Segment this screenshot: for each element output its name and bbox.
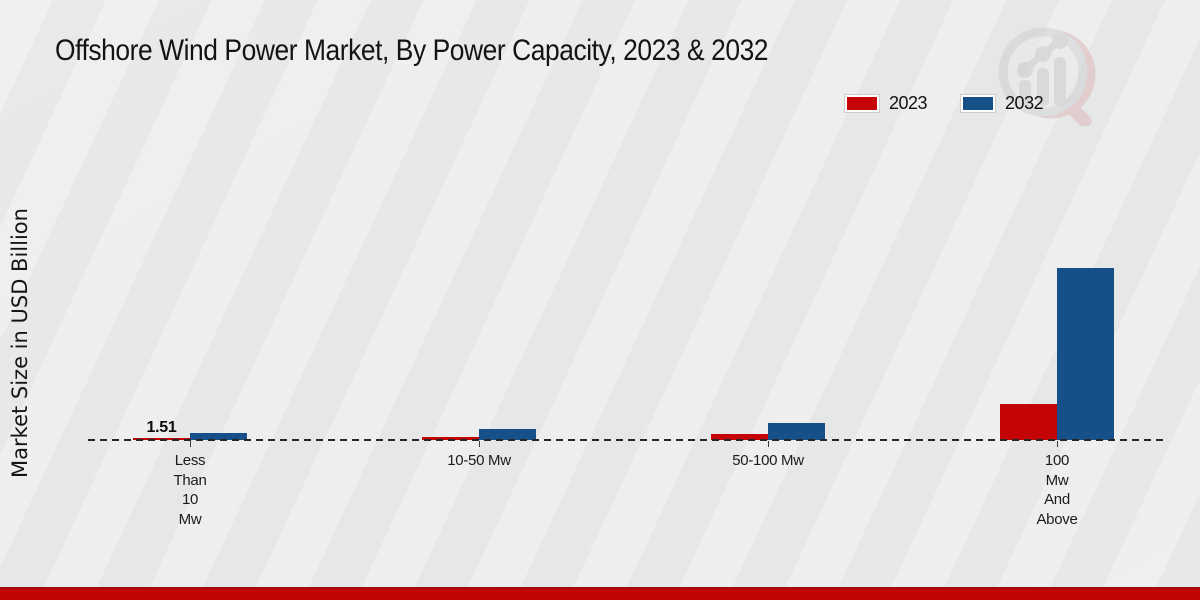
bar-2023-category-2 (711, 434, 768, 440)
legend-swatch-2023 (844, 94, 880, 113)
data-label-2023-category-0: 1.51 (146, 419, 177, 436)
legend-item-2032: 2032 (960, 93, 1044, 114)
bar-2032-category-1 (479, 429, 536, 440)
bar-2032-category-0 (190, 433, 247, 440)
legend-swatch-2032 (960, 94, 997, 113)
footer-accent-bar (0, 587, 1200, 600)
brand-logo-watermark (998, 27, 1096, 126)
x-tick-3 (1057, 441, 1058, 447)
x-tick-label-1: 10-50 Mw (447, 452, 511, 469)
plot-area: Less Than 10 Mw 10-50 Mw 50-100 Mw 100 Mw And Abo… (88, 110, 1163, 528)
bar-2023-category-3 (1000, 404, 1057, 440)
x-axis-baseline (88, 439, 1163, 441)
x-tick-label-2: 50-100 Mw (732, 452, 804, 469)
x-tick-1 (479, 441, 480, 447)
bar-2032-category-3 (1057, 268, 1114, 440)
x-tick-label-3: 100 Mw And Above (1036, 452, 1078, 528)
chart-legend: 2023 2032 (844, 93, 1044, 114)
bar-2023-category-1 (422, 437, 479, 440)
x-tick-0 (190, 441, 191, 447)
y-axis-label: Market Size in USD Billion (8, 208, 32, 478)
x-tick-2 (768, 441, 769, 447)
bar-2032-category-2 (768, 423, 825, 440)
legend-label-2023: 2023 (889, 93, 928, 113)
x-tick-label-0: Less Than 10 Mw (173, 452, 207, 528)
legend-item-2023: 2023 (844, 93, 928, 114)
legend-label-2032: 2032 (1005, 93, 1044, 113)
chart-title: Offshore Wind Power Market, By Power Cap… (55, 34, 769, 67)
